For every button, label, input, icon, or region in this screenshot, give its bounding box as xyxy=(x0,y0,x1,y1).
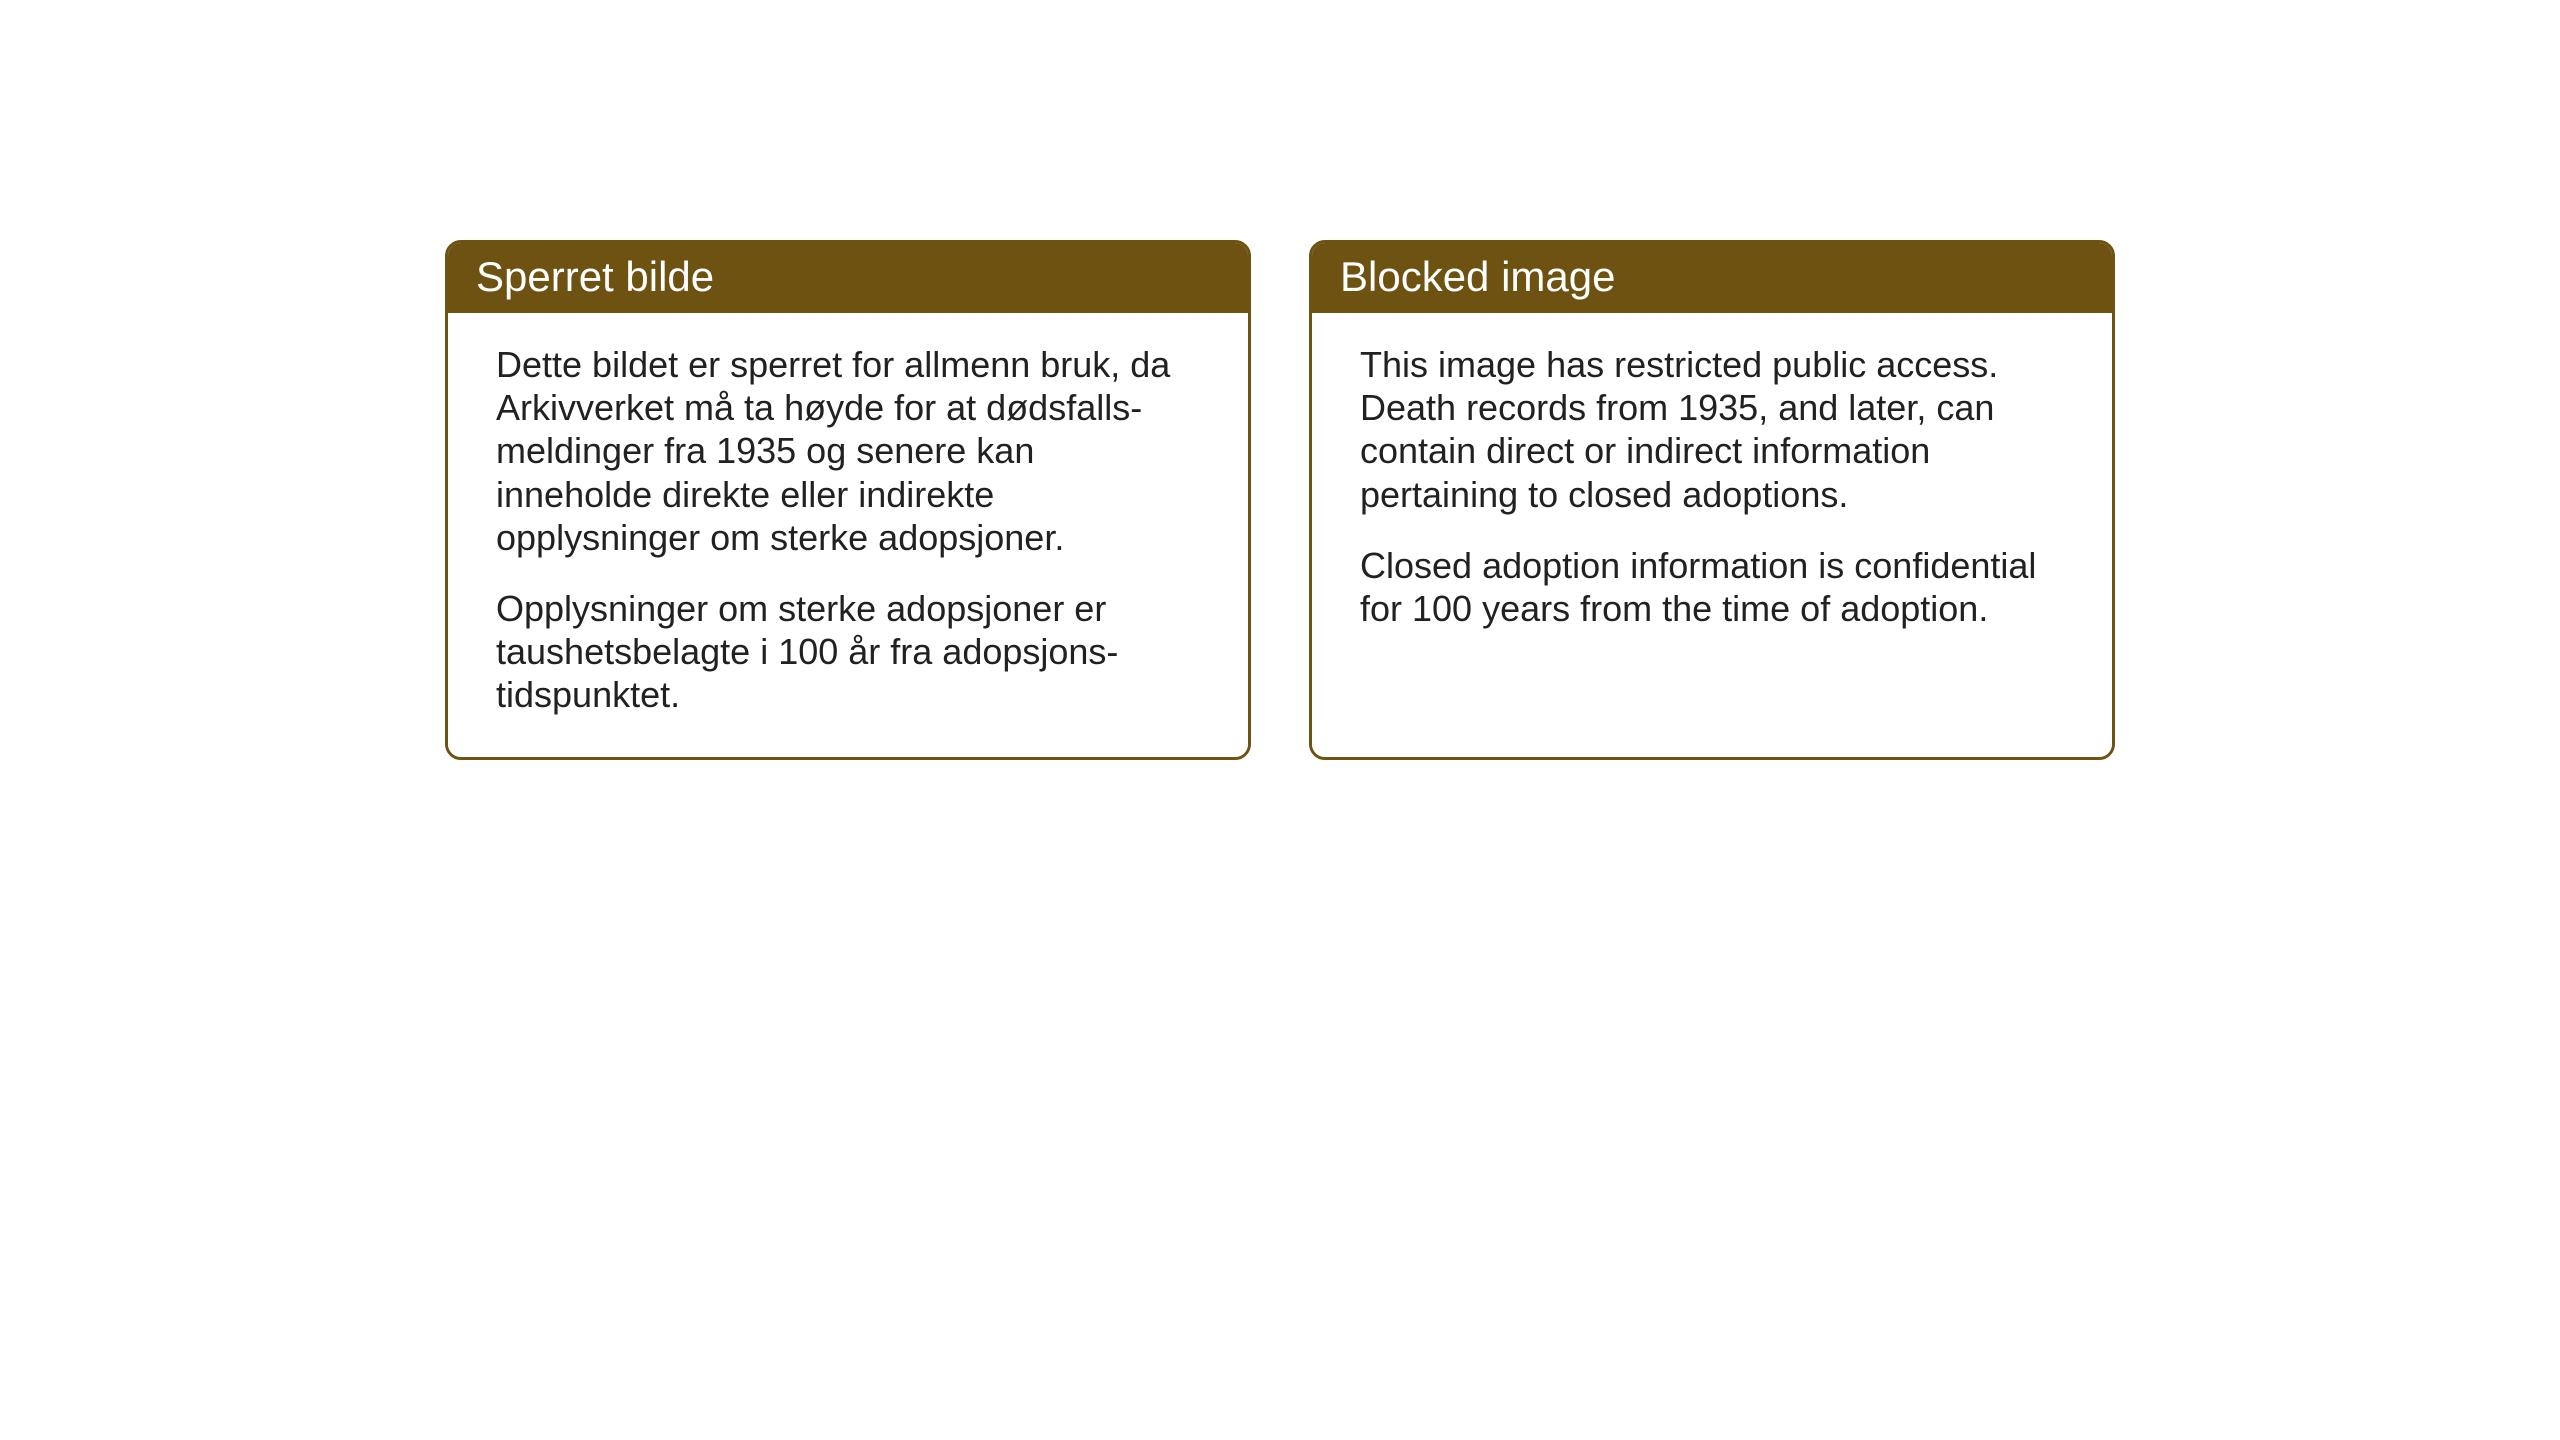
notice-card-english: Blocked image This image has restricted … xyxy=(1309,240,2115,760)
card-body-english: This image has restricted public access.… xyxy=(1312,313,2112,757)
card-header-norwegian: Sperret bilde xyxy=(448,243,1248,313)
paragraph-1-english: This image has restricted public access.… xyxy=(1360,343,2064,516)
card-body-norwegian: Dette bildet er sperret for allmenn bruk… xyxy=(448,313,1248,757)
notice-card-norwegian: Sperret bilde Dette bildet er sperret fo… xyxy=(445,240,1251,760)
notice-container: Sperret bilde Dette bildet er sperret fo… xyxy=(445,240,2115,760)
paragraph-2-norwegian: Opplysninger om sterke adopsjoner er tau… xyxy=(496,587,1200,717)
card-header-english: Blocked image xyxy=(1312,243,2112,313)
paragraph-1-norwegian: Dette bildet er sperret for allmenn bruk… xyxy=(496,343,1200,559)
paragraph-2-english: Closed adoption information is confident… xyxy=(1360,544,2064,630)
